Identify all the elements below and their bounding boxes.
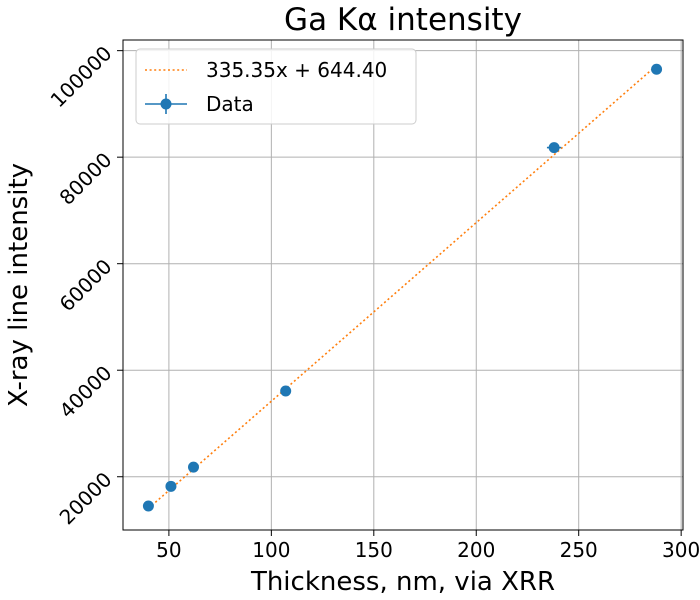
legend-data-marker [160, 98, 172, 110]
x-axis-label: Thickness, nm, via XRR [250, 567, 555, 597]
data-point [651, 63, 663, 75]
data-point [142, 500, 154, 512]
legend: 335.35x + 644.40 Data [135, 48, 417, 125]
legend-data-label: Data [206, 92, 254, 116]
plot-frame [122, 39, 684, 531]
y-axis-label: X-ray line intensity [4, 163, 34, 407]
data-point [280, 385, 292, 397]
legend-box [135, 48, 417, 125]
x-tick-label: 200 [457, 538, 495, 562]
y-tick-label: 80000 [55, 148, 117, 210]
legend-fit-label: 335.35x + 644.40 [206, 58, 387, 82]
y-tick-label: 40000 [55, 361, 117, 423]
x-tick-label: 300 [662, 538, 700, 562]
data-point [187, 461, 199, 473]
x-tick-label: 250 [560, 538, 598, 562]
y-tick-label: 60000 [55, 254, 117, 316]
fit-line [147, 64, 658, 509]
y-tick-label: 100000 [46, 41, 117, 112]
x-axis-ticks: 50 100 150 200 250 300 [156, 530, 700, 562]
x-tick-label: 150 [355, 538, 393, 562]
y-axis-ticks: 20000 40000 60000 80000 100000 [46, 41, 123, 529]
x-tick-label: 100 [252, 538, 290, 562]
data-point [165, 480, 177, 492]
chart-title: Ga Kα intensity [284, 2, 522, 38]
y-tick-label: 20000 [55, 467, 117, 529]
data-points-layer [142, 63, 663, 512]
x-tick-label: 50 [156, 538, 181, 562]
fit-line-layer [147, 64, 658, 509]
data-point [548, 142, 560, 154]
